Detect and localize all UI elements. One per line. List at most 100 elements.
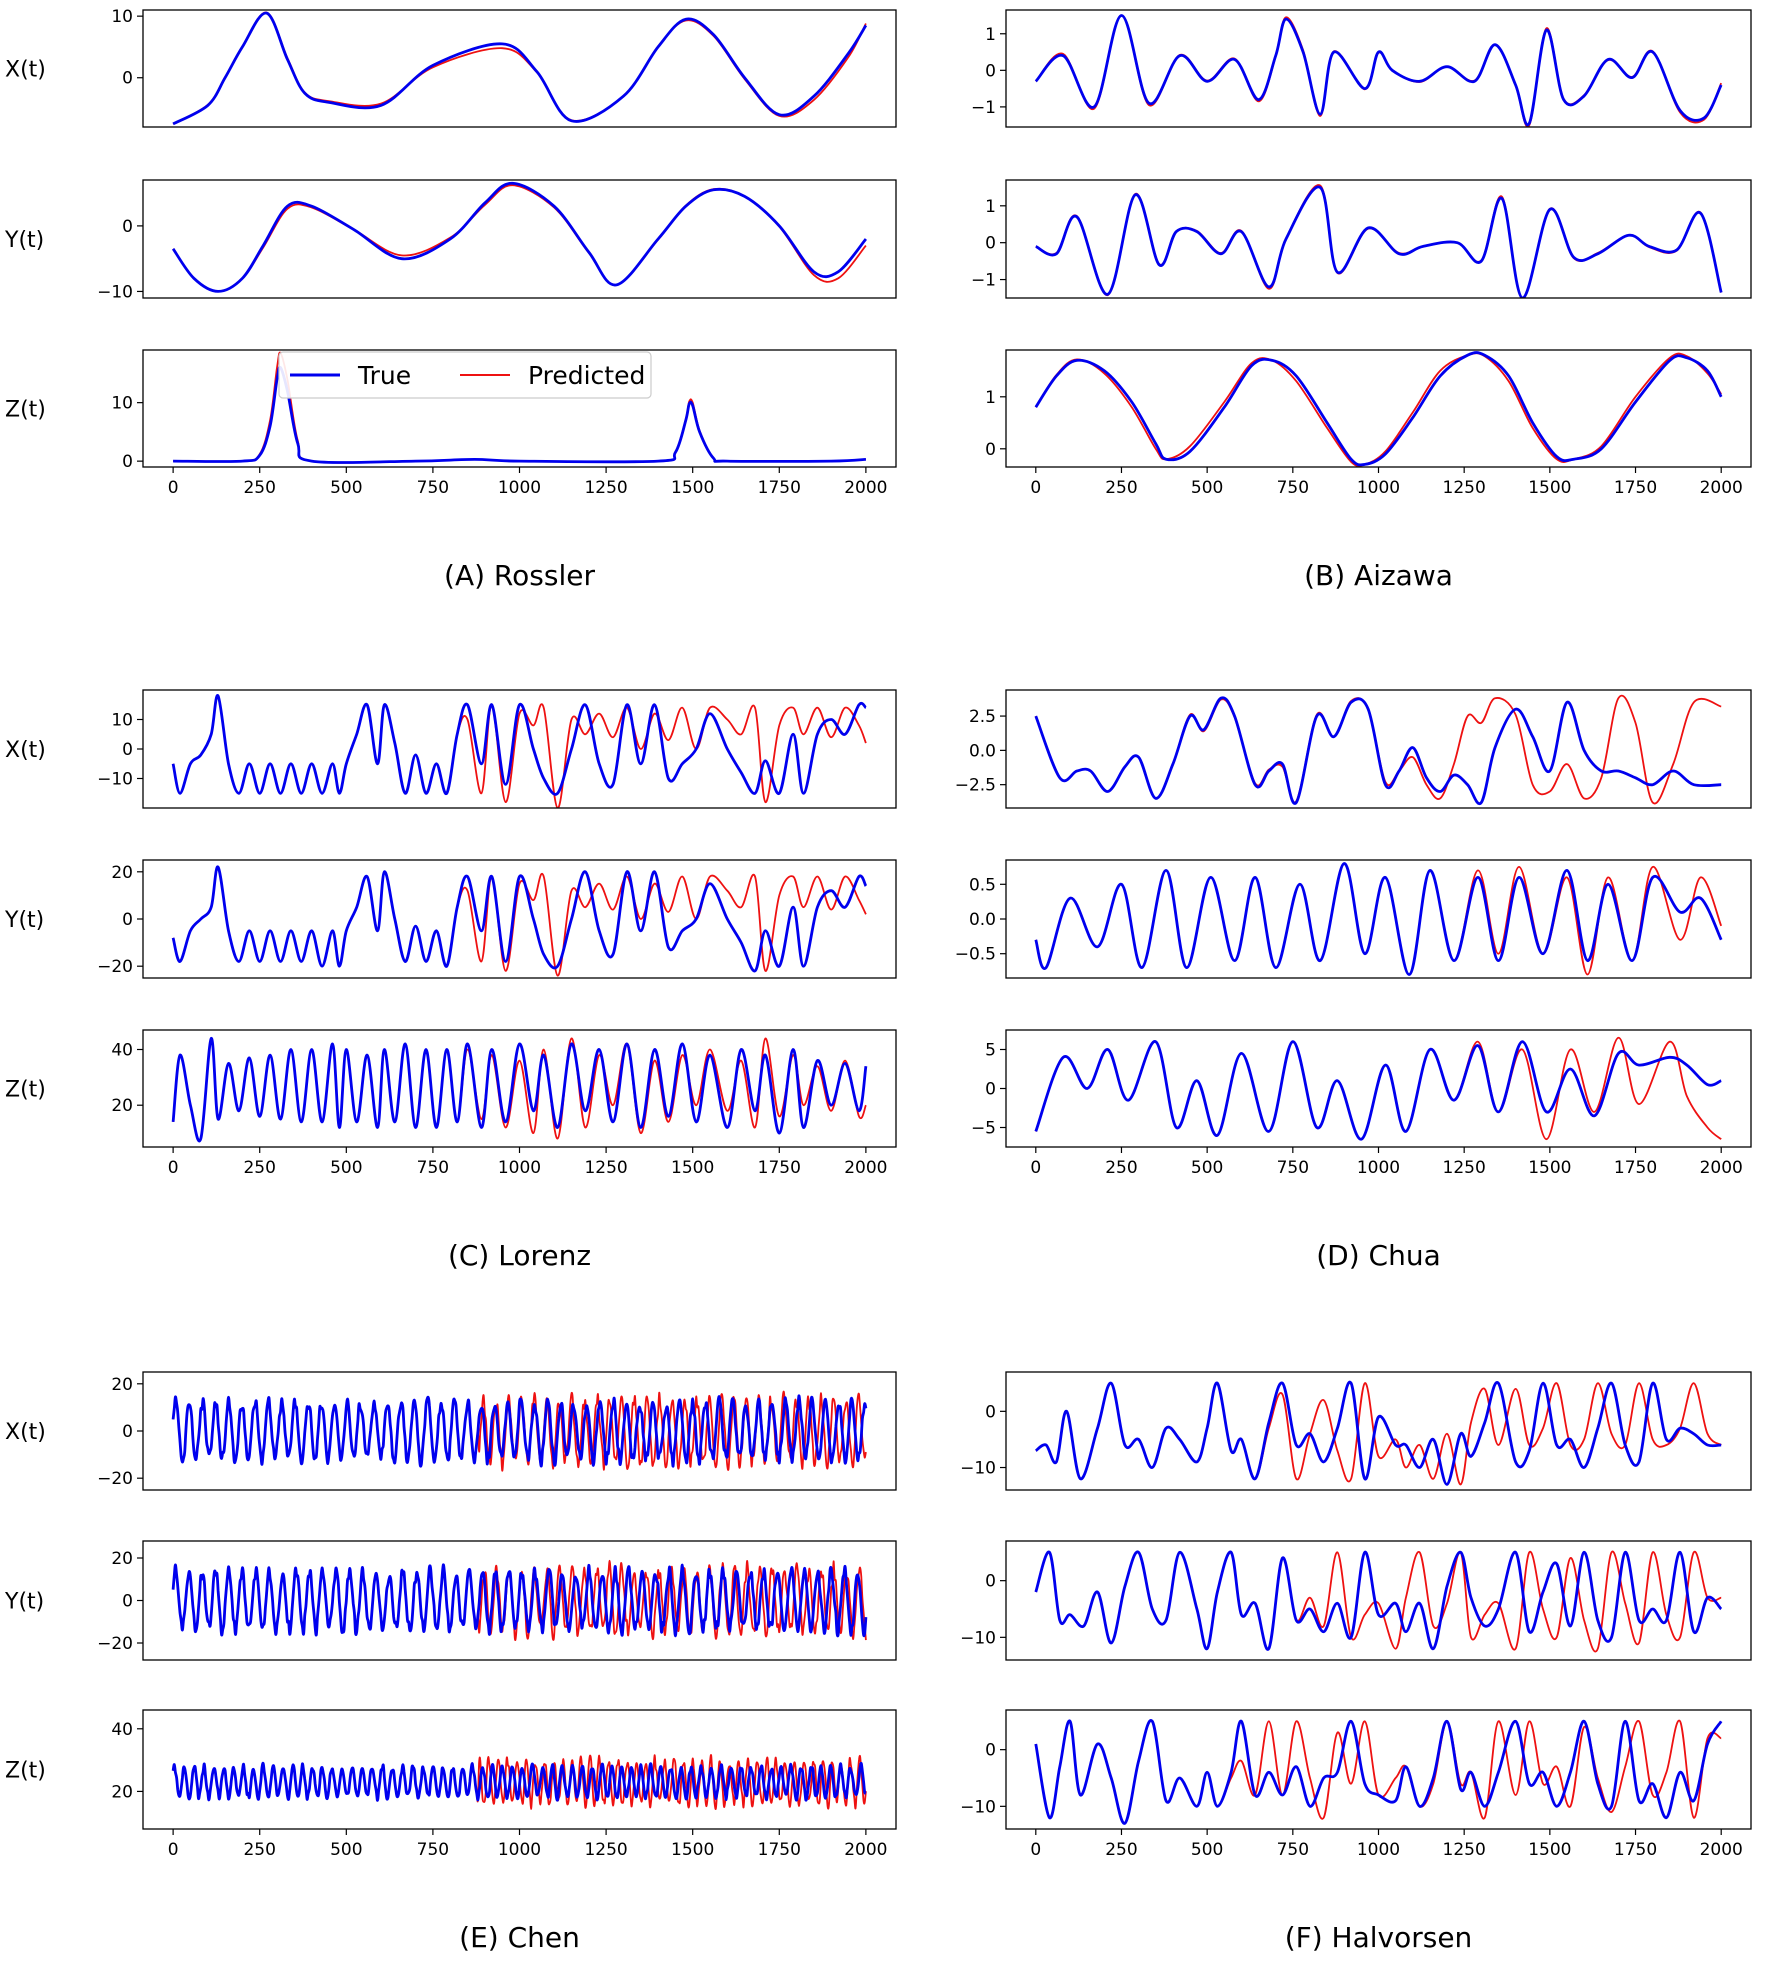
y-axis-label: X(t) [5, 738, 46, 763]
x-tick-label: 1250 [584, 1840, 627, 1860]
y-tick-label: −10 [960, 1628, 996, 1648]
true-line [1034, 351, 1723, 467]
y-tick-label: −2.5 [955, 776, 996, 796]
x-tick-label: 750 [1277, 1840, 1309, 1860]
x-tick-label: 750 [1277, 478, 1309, 498]
series-group [171, 694, 867, 808]
x-tick-label: 750 [417, 1158, 449, 1178]
x-tick-label: 1000 [1357, 1158, 1400, 1178]
axes-frame [1005, 1540, 1752, 1661]
series-group [1034, 862, 1723, 976]
subplot: 0 1 0 250 500 750 1000 1250 1500 1750 2000 [985, 349, 1752, 498]
panel-title: (F) Halvorsen [1285, 1921, 1473, 1954]
x-tick-label: 2000 [844, 478, 887, 498]
x-tick-label: 0 [1030, 1840, 1041, 1860]
x-tick-label: 1000 [498, 1840, 541, 1860]
x-tick-label: 1000 [498, 1158, 541, 1178]
panel-title: (E) Chen [459, 1921, 580, 1954]
legend-true-label: True [357, 361, 411, 390]
panel-echen: −20 0 20 X(t) −20 0 20 Y(t) 20 40 Z(t) 0 250 500 750 10… [4, 1371, 897, 1954]
y-tick-label: 10 [111, 7, 133, 27]
x-tick-label: 1250 [1443, 478, 1486, 498]
y-tick-label: 0.0 [969, 910, 996, 930]
x-tick-label: 750 [1277, 1158, 1309, 1178]
legend: True Predicted [278, 351, 652, 399]
y-tick-label: 0 [985, 440, 996, 460]
y-tick-label: 0 [122, 910, 133, 930]
true-line [1034, 1550, 1723, 1651]
subplot: −1 0 1 [971, 179, 1752, 299]
true-line [1034, 1040, 1722, 1141]
true-line [1034, 1380, 1722, 1486]
y-tick-label: 0 [985, 1402, 996, 1422]
y-tick-label: 20 [111, 1375, 133, 1395]
y-tick-label: 0.0 [969, 741, 996, 761]
true-line [173, 365, 866, 464]
subplot: 20 40 Z(t) 0 250 500 750 1000 1250 1500 1750 2000 [5, 1029, 897, 1178]
panel-title: (D) Chua [1316, 1239, 1441, 1272]
x-tick-label: 250 [1105, 478, 1137, 498]
series-group [1034, 1036, 1722, 1141]
true-line [171, 865, 868, 973]
axes-frame [142, 9, 897, 128]
y-tick-label: −20 [97, 957, 133, 977]
y-tick-label: 40 [111, 1041, 133, 1061]
series-group [172, 11, 868, 126]
panel-title: (C) Lorenz [448, 1239, 591, 1272]
y-tick-label: 1 [985, 25, 996, 45]
y-tick-label: 0 [122, 452, 133, 472]
series-group [1034, 1719, 1723, 1825]
y-tick-label: 1 [985, 197, 996, 217]
x-tick-label: 500 [1191, 1840, 1223, 1860]
series-group [173, 351, 866, 464]
x-tick-label: 250 [243, 478, 275, 498]
y-tick-label: 0 [985, 1080, 996, 1100]
y-tick-label: 1 [985, 388, 996, 408]
true-line [171, 694, 867, 796]
true-line [1034, 1719, 1723, 1825]
y-tick-label: 20 [111, 1096, 133, 1116]
y-tick-label: −0.5 [955, 945, 996, 965]
series-group [171, 1559, 868, 1642]
subplot: −10 0 0 250 500 750 1000 1250 1500 1750 2000 [960, 1709, 1752, 1860]
x-tick-label: 2000 [1700, 1158, 1743, 1178]
x-tick-label: 1750 [758, 478, 801, 498]
subplot: 20 40 Z(t) 0 250 500 750 1000 1250 1500 1750 2000 [5, 1709, 897, 1860]
x-tick-label: 1500 [671, 1158, 714, 1178]
x-tick-label: 1250 [584, 1158, 627, 1178]
subplot: −2.5 0.0 2.5 [955, 689, 1752, 809]
x-tick-label: 1750 [758, 1158, 801, 1178]
subplot: −10 0 Y(t) [4, 179, 897, 302]
series-group [171, 1754, 867, 1810]
predicted-line [172, 866, 867, 977]
x-tick-label: 1500 [671, 1840, 714, 1860]
y-axis-label: Y(t) [4, 908, 44, 933]
y-axis-label: Z(t) [5, 1759, 46, 1784]
x-tick-label: 250 [243, 1840, 275, 1860]
true-line [172, 11, 868, 126]
y-tick-label: 0 [122, 740, 133, 760]
predicted-line [1035, 352, 1722, 467]
x-tick-label: 500 [330, 478, 362, 498]
axes-frame [1005, 1029, 1752, 1148]
y-tick-label: −10 [97, 770, 133, 790]
x-tick-label: 0 [1030, 478, 1041, 498]
x-tick-label: 1000 [1357, 478, 1400, 498]
axes-frame [1005, 349, 1752, 468]
series-group [1035, 184, 1723, 298]
x-tick-label: 2000 [1700, 478, 1743, 498]
y-tick-label: 0 [985, 234, 996, 254]
y-axis-label: X(t) [5, 1420, 46, 1445]
y-axis-label: X(t) [5, 58, 46, 83]
subplot: 0 10 Z(t) 0 250 500 750 1000 1250 1500 1750 2000 [5, 349, 897, 498]
axes-frame [1005, 689, 1752, 809]
series-group [1034, 1550, 1723, 1653]
x-tick-label: 2000 [1700, 1840, 1743, 1860]
x-tick-label: 1500 [1528, 478, 1571, 498]
series-group [171, 1390, 868, 1472]
axes-frame [1005, 9, 1752, 128]
y-tick-label: −1 [971, 98, 996, 118]
y-tick-label: 5 [985, 1041, 996, 1061]
subplot: −0.5 0.0 0.5 [955, 859, 1752, 979]
y-tick-label: 0 [985, 61, 996, 81]
